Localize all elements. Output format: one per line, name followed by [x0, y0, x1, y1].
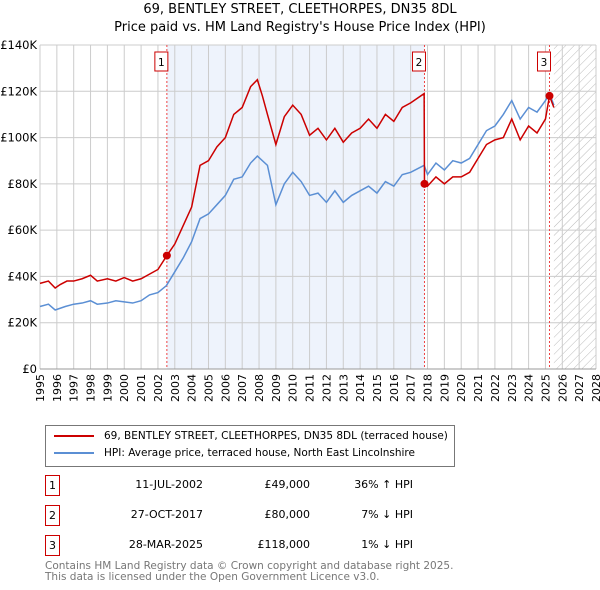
footer-line-1: Contains HM Land Registry data © Crown c… [45, 560, 454, 572]
x-tick-label: 2028 [590, 374, 600, 402]
x-tick-label: 2000 [118, 374, 131, 402]
transaction-price: £80,000 [264, 508, 311, 521]
x-tick-label: 2018 [422, 374, 435, 402]
transaction-hpi-diff: 36% ↑ HPI [354, 478, 413, 491]
chart-subtitle: Price paid vs. HM Land Registry's House … [114, 20, 486, 35]
x-tick-label: 2021 [472, 374, 485, 402]
sale-label-box [536, 51, 551, 72]
property-price-line [39, 78, 555, 289]
footer: Contains HM Land Registry data © Crown c… [45, 561, 453, 583]
x-tick-label: 2012 [320, 374, 333, 402]
transaction-price: £118,000 [257, 538, 311, 551]
sale-point [162, 251, 171, 260]
x-tick-label: 2024 [523, 374, 536, 402]
x-tick-label: 2026 [556, 374, 569, 402]
x-tick-label: 2001 [135, 374, 148, 402]
transaction-row: 2 27-OCT-2017 £80,000 7% ↓ HPI [45, 505, 413, 526]
shaded-period [166, 45, 425, 369]
x-tick-label: 2016 [388, 374, 401, 402]
x-tick-label: 1995 [34, 374, 47, 402]
x-tick-label: 2014 [354, 374, 367, 402]
y-tick-label: £120K [0, 84, 37, 98]
sale-label: 2 [416, 57, 423, 69]
x-tick-label: 2007 [236, 374, 249, 402]
transaction-row: 3 28-MAR-2025 £118,000 1% ↓ HPI [45, 535, 413, 556]
sale-point [420, 179, 429, 188]
x-tick-label: 2011 [304, 374, 317, 402]
y-tick-label: £140K [0, 38, 37, 52]
forecast-hatch [553, 45, 596, 369]
transaction-date: 27-OCT-2017 [130, 508, 203, 521]
x-tick-label: 2017 [405, 374, 418, 402]
x-tick-label: 1998 [85, 374, 98, 402]
x-tick-label: 2003 [169, 374, 182, 402]
x-tick-label: 2009 [270, 374, 283, 402]
transaction-price: £49,000 [264, 478, 311, 491]
x-tick-label: 2004 [186, 374, 199, 402]
legend: 69, BENTLEY STREET, CLEETHORPES, DN35 8D… [45, 425, 455, 467]
legend-swatch-property [54, 435, 94, 437]
x-tick-label: 1997 [68, 374, 81, 402]
x-tick-label: 2005 [202, 374, 215, 402]
x-tick-label: 2013 [337, 374, 350, 402]
footer-line-2: This data is licensed under the Open Gov… [45, 571, 380, 583]
legend-label-property: 69, BENTLEY STREET, CLEETHORPES, DN35 8D… [104, 430, 448, 442]
x-tick-label: 2025 [539, 374, 552, 402]
transaction-date: 11-JUL-2002 [135, 478, 203, 491]
sale-point [545, 91, 554, 100]
x-tick-label: 2006 [219, 374, 232, 402]
x-tick-label: 2008 [253, 374, 266, 402]
x-tick-label: 2020 [455, 374, 468, 402]
transaction-row: 1 11-JUL-2002 £49,000 36% ↑ HPI [45, 475, 413, 496]
y-tick-label: £20K [8, 316, 38, 330]
x-tick-label: 1999 [101, 374, 114, 402]
price-chart: 1995 1996 1997 1998 1999 2000 2001 2002 2003 2004… [0, 38, 600, 402]
legend-label-hpi: HPI: Average price, terraced house, Nort… [104, 447, 415, 459]
sale-label-box [411, 51, 426, 72]
x-tick-label: 2019 [438, 374, 451, 402]
transaction-hpi-diff: 7% ↓ HPI [361, 508, 413, 521]
x-tick-label: 1996 [51, 374, 64, 402]
chart-title: 69, BENTLEY STREET, CLEETHORPES, DN35 8D… [143, 2, 457, 17]
transaction-number: 3 [45, 535, 60, 556]
y-tick-label: £100K [0, 131, 37, 145]
y-tick-label: £60K [8, 223, 38, 237]
x-tick-label: 2015 [371, 374, 384, 402]
sale-label-box [154, 51, 169, 72]
x-tick-label: 2010 [287, 374, 300, 402]
y-tick-label: £40K [8, 269, 38, 283]
transaction-date: 28-MAR-2025 [128, 538, 203, 551]
hpi-line [39, 91, 555, 311]
sale-label: 3 [541, 57, 548, 69]
transaction-hpi-diff: 1% ↓ HPI [361, 538, 413, 551]
x-tick-label: 2022 [489, 374, 502, 402]
y-tick-label: £80K [8, 177, 38, 191]
x-tick-label: 2027 [573, 374, 586, 402]
y-tick-label: £0 [22, 362, 37, 376]
sale-label: 1 [158, 57, 165, 69]
x-tick-label: 2023 [506, 374, 519, 402]
transaction-number: 2 [45, 505, 60, 526]
legend-swatch-hpi [54, 452, 94, 454]
transaction-number: 1 [45, 475, 60, 496]
x-tick-label: 2002 [152, 374, 165, 402]
